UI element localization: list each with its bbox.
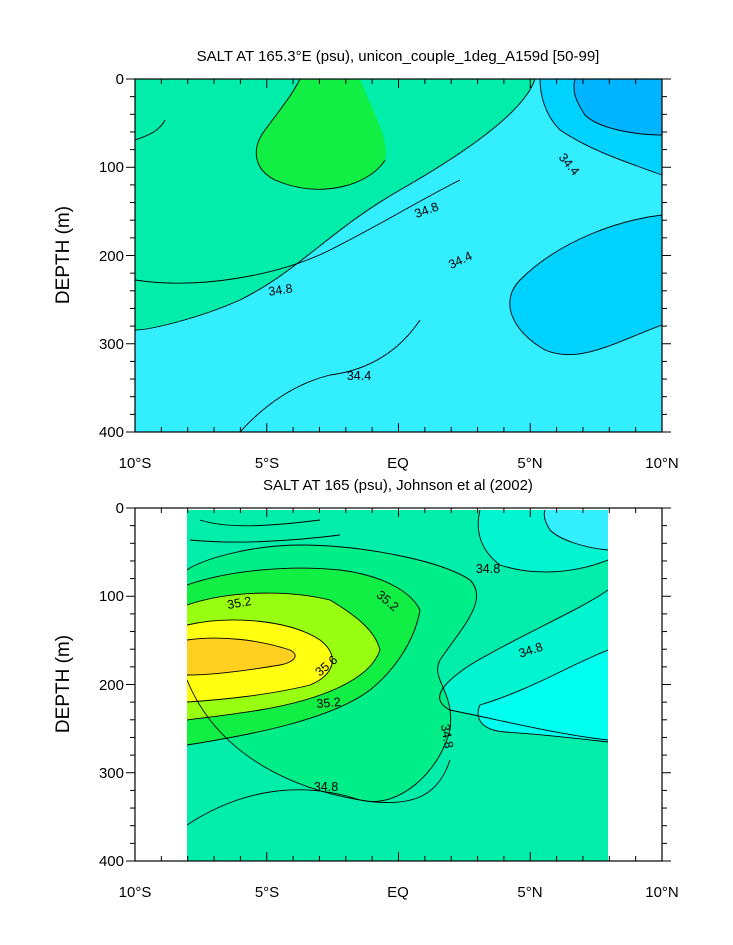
y-tick-label: 400 [99, 424, 124, 441]
top-y-tick-labels: 0 100 200 300 400 [99, 71, 124, 441]
top-y-axis-label: DEPTH (m) [53, 206, 74, 304]
bottom-panel-title: SALT AT 165 (psu), Johnson et al (2002) [263, 477, 533, 494]
x-tick-label: 5°N [517, 455, 542, 472]
bottom-y-axis-label: DEPTH (m) [53, 635, 74, 733]
top-contour-fills [135, 79, 662, 432]
x-tick-label: 10°S [119, 884, 152, 901]
contour-label: 35.2 [316, 695, 342, 711]
x-tick-label: 5°N [517, 884, 542, 901]
x-tick-label: EQ [387, 455, 409, 472]
y-tick-label: 200 [99, 248, 124, 265]
bottom-contour-lines [187, 510, 608, 826]
y-tick-label: 0 [116, 500, 124, 517]
contour-label: 34.8 [438, 723, 456, 749]
y-tick-label: 400 [99, 853, 124, 870]
x-tick-label: 5°S [255, 884, 279, 901]
y-tick-label: 200 [99, 677, 124, 694]
contour-label: 34.8 [314, 780, 338, 794]
bottom-contour-fills [187, 510, 608, 861]
x-tick-label: EQ [387, 884, 409, 901]
x-tick-label: 10°S [119, 455, 152, 472]
y-tick-label: 100 [99, 588, 124, 605]
contour-label: 35.2 [226, 594, 252, 612]
contour-label: 34.8 [476, 562, 500, 576]
y-tick-label: 100 [99, 159, 124, 176]
contour-label: 34.4 [347, 369, 371, 383]
y-tick-label: 0 [116, 71, 124, 88]
x-tick-label: 10°N [645, 884, 679, 901]
bottom-ticks [126, 507, 671, 862]
contour-label: 34.8 [267, 281, 293, 298]
top-contour-lines [135, 79, 662, 432]
bottom-x-tick-labels: 10°S 5°S EQ 5°N 10°N [119, 884, 679, 901]
bottom-y-tick-labels: 0 100 200 300 400 [99, 500, 124, 870]
y-tick-label: 300 [99, 765, 124, 782]
top-x-tick-labels: 10°S 5°S EQ 5°N 10°N [119, 455, 679, 472]
top-ticks [126, 78, 671, 433]
top-panel-title: SALT AT 165.3°E (psu), unicon_couple_1de… [197, 48, 600, 65]
x-tick-label: 10°N [645, 455, 679, 472]
x-tick-label: 5°S [255, 455, 279, 472]
y-tick-label: 300 [99, 336, 124, 353]
